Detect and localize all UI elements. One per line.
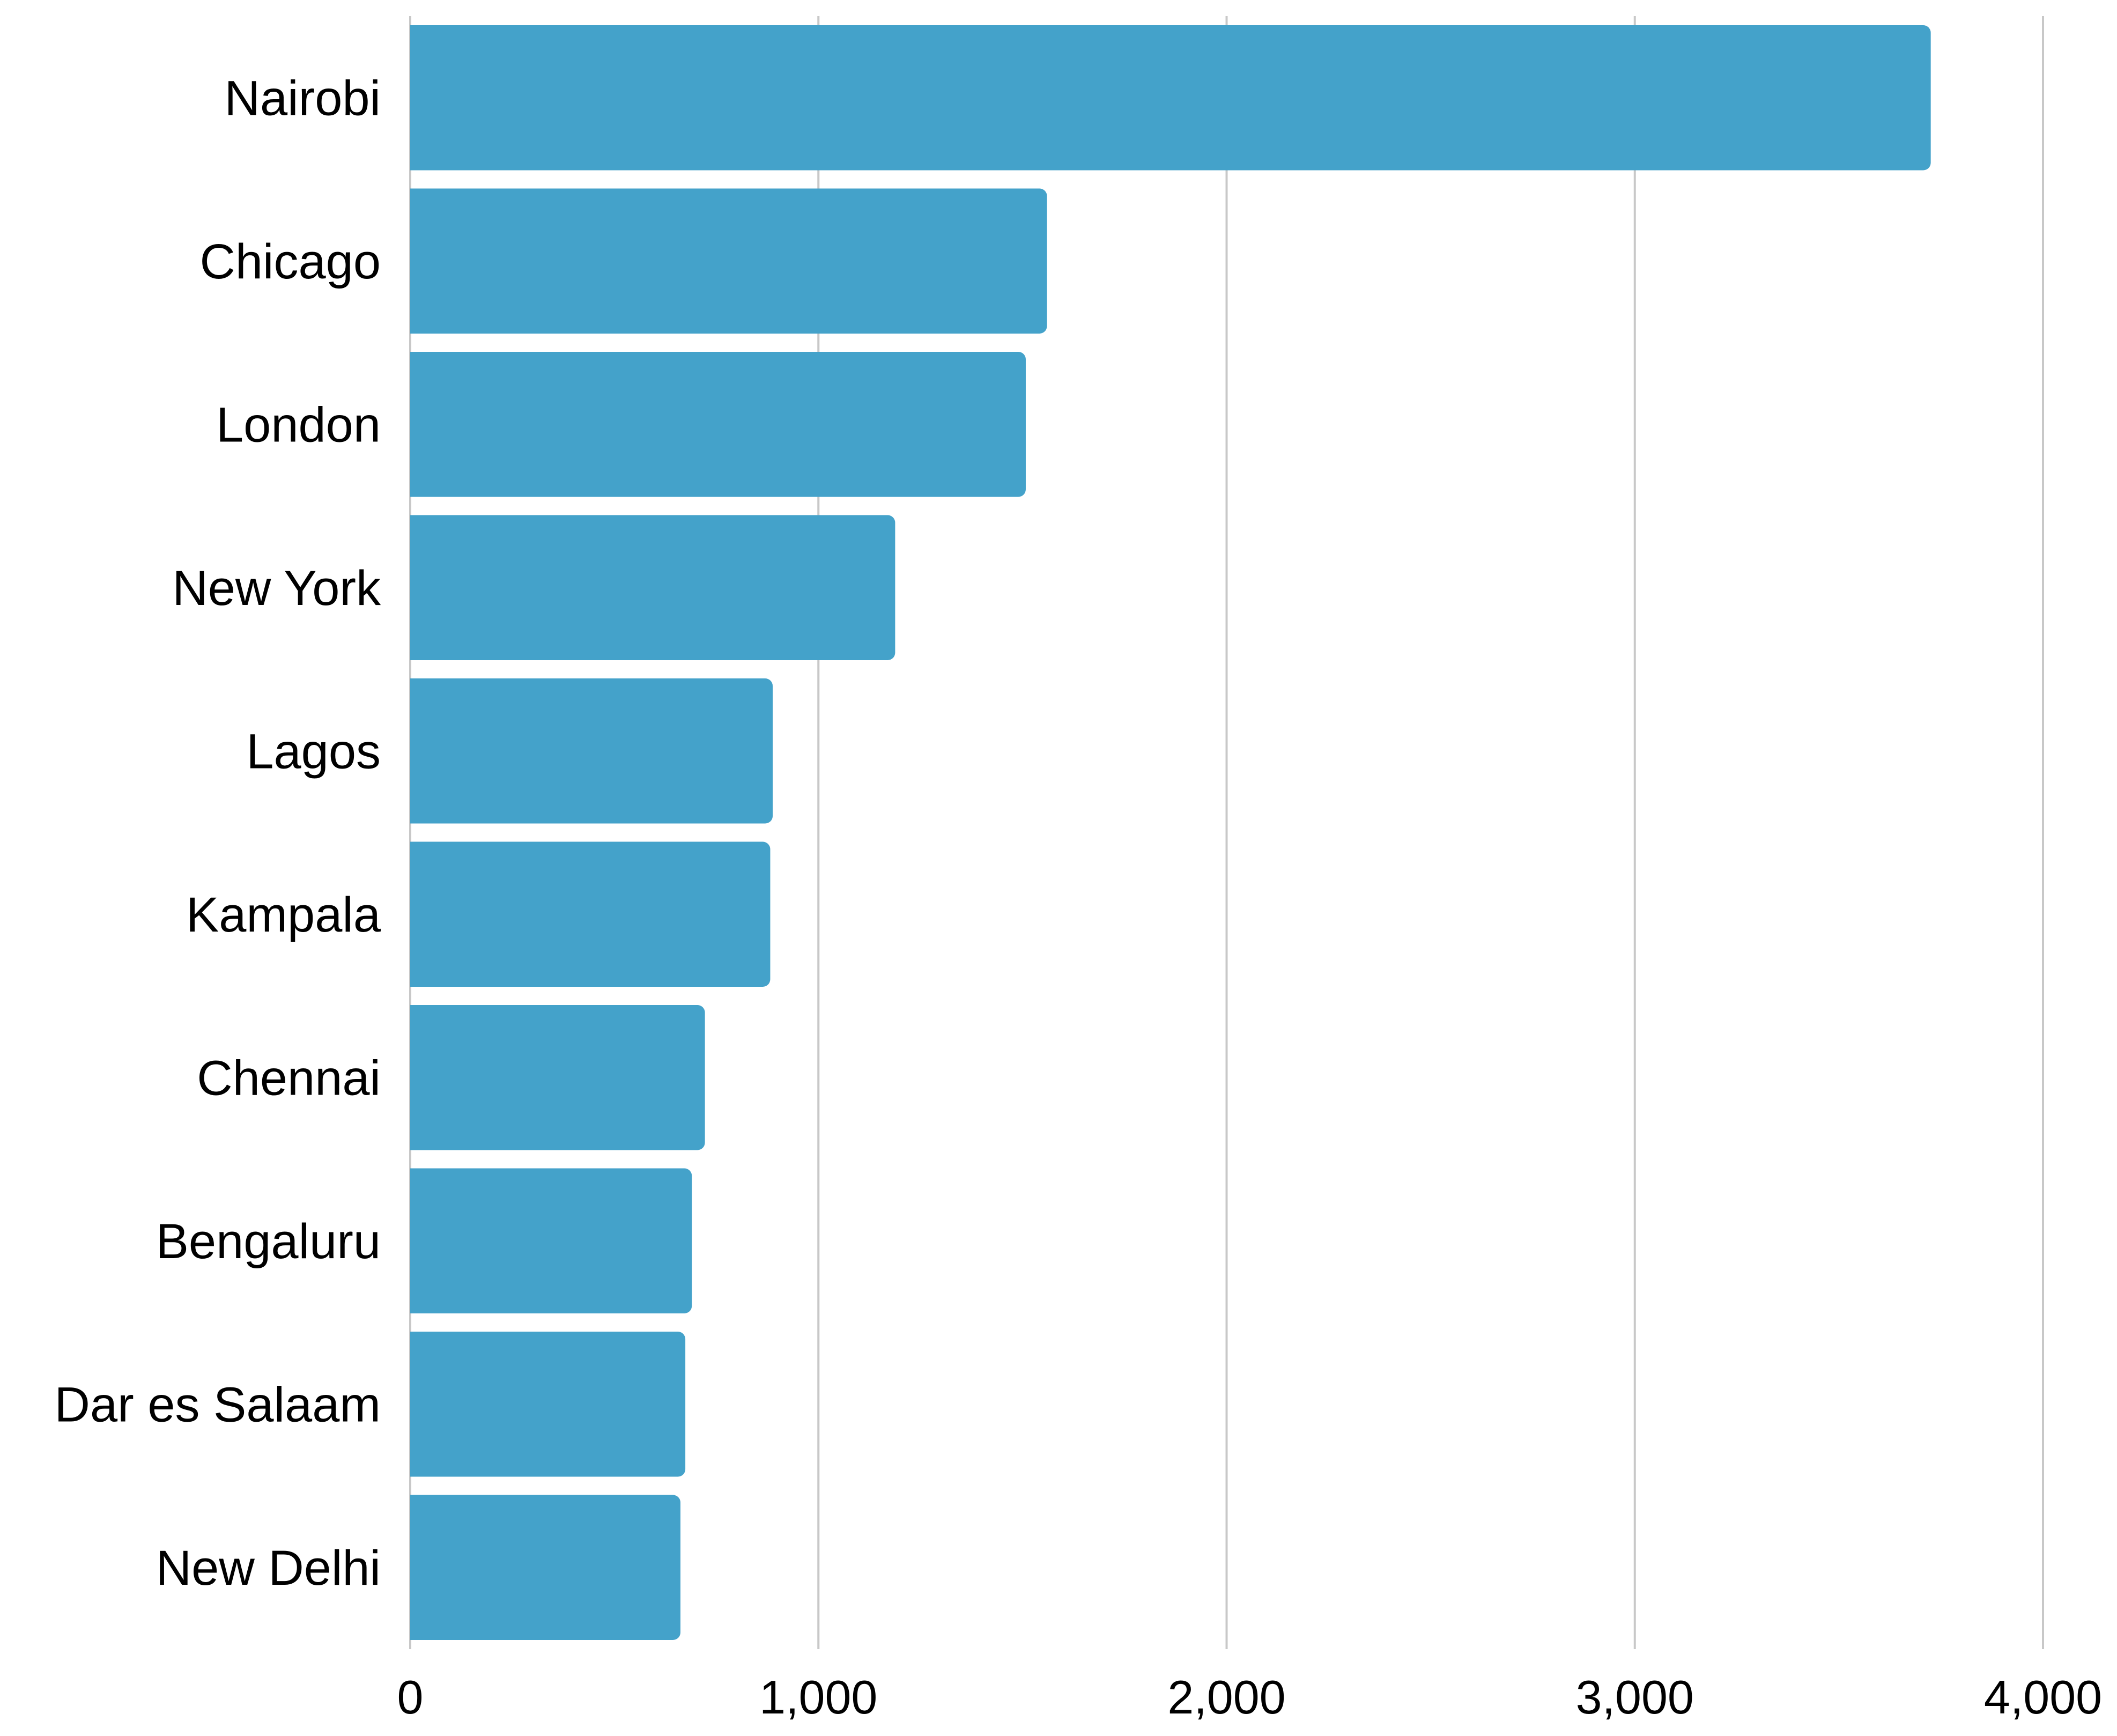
x-tick-labels: 0 1,000 2,000 3,000 4,000	[397, 1671, 2103, 1724]
bar-nairobi	[410, 25, 1931, 171]
category-label: Nairobi	[225, 71, 381, 125]
bar-london	[410, 352, 1026, 497]
x-tick-label: 1,000	[759, 1671, 877, 1724]
category-label: London	[216, 397, 381, 452]
x-tick-label: 0	[397, 1671, 424, 1724]
bar-base-new-delhi	[410, 1495, 421, 1640]
category-label: Kampala	[186, 888, 381, 942]
bar-chennai	[410, 1005, 705, 1150]
x-tick-label: 4,000	[1984, 1671, 2102, 1724]
bar-new-york	[410, 515, 895, 660]
bar-base-chicago	[410, 188, 421, 334]
category-label: Chicago	[199, 234, 381, 289]
category-label: New Delhi	[156, 1541, 381, 1595]
bar-base-bengaluru	[410, 1168, 421, 1313]
category-label: Dar es Salaam	[55, 1377, 381, 1432]
x-tick-label: 3,000	[1576, 1671, 1694, 1724]
bar-base-kampala	[410, 841, 421, 987]
bar-base-new-york	[410, 515, 421, 660]
bar-base-chennai	[410, 1005, 421, 1150]
category-label: Chennai	[197, 1051, 381, 1105]
bar-bengaluru	[410, 1168, 692, 1313]
bar-kampala	[410, 841, 771, 987]
bar-base-dar-es-salaam	[410, 1332, 421, 1477]
bar-lagos	[410, 678, 773, 824]
category-label: Lagos	[246, 724, 381, 779]
category-label: New York	[172, 561, 381, 616]
bar-new-delhi	[410, 1495, 680, 1640]
bar-base-london	[410, 352, 421, 497]
bar-chicago	[410, 188, 1047, 334]
bar-base-lagos	[410, 678, 421, 824]
category-labels: Nairobi Chicago London New York Lagos Kampala…	[55, 71, 381, 1595]
x-tick-label: 2,000	[1167, 1671, 1285, 1724]
bar-dar-es-salaam	[410, 1332, 686, 1477]
bar-base-nairobi	[410, 25, 421, 171]
bars	[410, 25, 1931, 1640]
category-label: Bengaluru	[156, 1214, 381, 1269]
